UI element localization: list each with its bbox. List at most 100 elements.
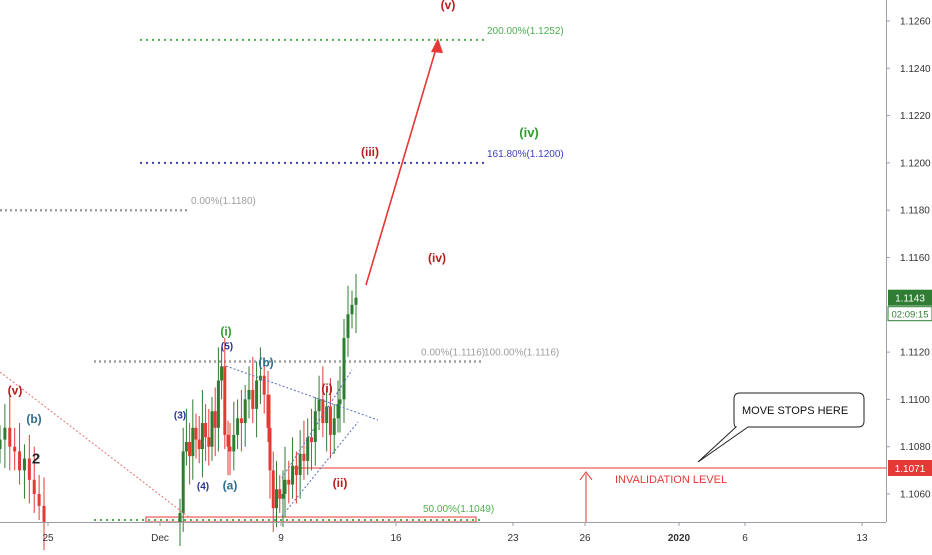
last-price-badge bbox=[888, 289, 932, 306]
level-label: 200.00%(1.1252) bbox=[487, 26, 564, 37]
level-label: 100.00%(1.1116) bbox=[484, 348, 559, 359]
y-tick-label: 1.1240 bbox=[900, 64, 931, 75]
y-tick-label: 1.1200 bbox=[900, 158, 931, 169]
overlay-layer: MOVE STOPS HERE bbox=[0, 38, 865, 522]
candle-body bbox=[266, 394, 270, 428]
candle-body bbox=[236, 418, 240, 435]
candle-body bbox=[328, 406, 332, 435]
wave-label: (iv) bbox=[428, 251, 446, 265]
candle-body bbox=[338, 399, 342, 405]
candle-body bbox=[294, 465, 298, 476]
candle-body bbox=[302, 453, 306, 461]
level-layer: 200.00%(1.1252) 161.80%(1.1200) 0.00%(1.11… bbox=[0, 26, 886, 523]
candle-body bbox=[350, 304, 354, 315]
wave-label: (b) bbox=[258, 355, 273, 369]
candle-body bbox=[354, 297, 358, 305]
candle-body bbox=[306, 437, 310, 461]
candle-body bbox=[32, 479, 36, 494]
candle-body bbox=[287, 479, 291, 485]
channel-upper-line bbox=[281, 369, 353, 479]
candle-body bbox=[336, 404, 340, 419]
candle-body bbox=[251, 389, 255, 409]
x-tick-label: 2020 bbox=[668, 533, 691, 544]
projection-arrow-head bbox=[431, 38, 443, 53]
wave-label: 2 bbox=[32, 450, 40, 467]
candle-body bbox=[255, 380, 259, 409]
candle-body bbox=[268, 427, 272, 471]
wave-label: (i) bbox=[220, 325, 231, 339]
wave-label: (v) bbox=[441, 0, 456, 12]
candle-body bbox=[213, 411, 217, 428]
candle-body bbox=[321, 399, 325, 424]
wave-label: (5) bbox=[221, 342, 233, 353]
candle-body bbox=[200, 423, 204, 450]
y-tick-label: 1.1100 bbox=[900, 395, 930, 406]
candle-body bbox=[204, 423, 208, 438]
candle-body bbox=[181, 451, 185, 513]
wave-label: (v) bbox=[8, 384, 23, 398]
y-tick-label: 1.1220 bbox=[900, 111, 931, 122]
label-layer: (iii)(v)(iv)(iii)(iv)(i)(5)(b)(v)(b)(i)(… bbox=[8, 0, 539, 492]
candle-body bbox=[275, 489, 278, 509]
candle-body bbox=[291, 465, 295, 485]
candle-body bbox=[346, 314, 350, 338]
wave-label: (4) bbox=[197, 481, 209, 492]
level-label: INVALIDATION LEVEL bbox=[615, 474, 727, 486]
invalidation-price-badge bbox=[888, 459, 932, 476]
downtrend-line bbox=[0, 371, 191, 519]
candle-body bbox=[298, 453, 302, 476]
candle-body bbox=[223, 366, 227, 435]
y-tick-label: 1.1060 bbox=[900, 490, 931, 501]
candle-body bbox=[228, 446, 232, 452]
projection-arrow-line bbox=[365, 41, 439, 286]
level-label: 161.80%(1.1200) bbox=[487, 149, 564, 160]
candle-body bbox=[197, 439, 201, 450]
candle-body bbox=[262, 375, 266, 395]
y-tick-label: 1.1260 bbox=[900, 17, 931, 28]
level-label: 0.00%(1.1116) bbox=[421, 348, 485, 359]
candle-body bbox=[22, 458, 26, 471]
y-tick-label: 1.1080 bbox=[900, 442, 931, 453]
candle-body bbox=[226, 434, 230, 447]
wave-label: (a) bbox=[223, 478, 238, 492]
candle-body bbox=[191, 427, 195, 457]
candle-body bbox=[210, 411, 214, 447]
candle-body bbox=[247, 389, 251, 400]
candle-body bbox=[194, 427, 198, 440]
candle-body bbox=[178, 512, 182, 523]
countdown-badge bbox=[887, 306, 932, 322]
y-tick-label: 1.1180 bbox=[900, 206, 930, 217]
candle-body bbox=[243, 399, 247, 424]
candle-body bbox=[271, 470, 275, 509]
candle-body bbox=[232, 434, 236, 452]
price-axis-panel bbox=[886, 0, 932, 550]
y-tick-label: 1.1120 bbox=[900, 348, 930, 359]
x-tick-label: 25 bbox=[42, 533, 54, 544]
countdown-value: 02:09:15 bbox=[892, 310, 929, 321]
wave-label: (ii) bbox=[333, 476, 348, 490]
candle-body bbox=[37, 494, 41, 506]
y-tick-label: 1.1160 bbox=[900, 253, 930, 264]
candle-layer bbox=[0, 274, 358, 551]
wave-label: (b) bbox=[26, 412, 41, 426]
x-tick-label: 23 bbox=[507, 533, 519, 544]
candle-body bbox=[207, 437, 211, 447]
x-tick-label: 9 bbox=[278, 533, 284, 544]
candle-body bbox=[342, 337, 346, 400]
candle-body bbox=[283, 479, 287, 494]
wave-label: (3) bbox=[174, 410, 186, 421]
triangle-upper-line bbox=[225, 365, 379, 421]
candle-body bbox=[325, 406, 329, 424]
candle-body bbox=[332, 418, 336, 435]
wave-label: (i) bbox=[321, 381, 332, 395]
candle-body bbox=[278, 489, 282, 499]
candle-body bbox=[216, 380, 220, 428]
candle-body bbox=[42, 505, 46, 523]
x-tick-label: 13 bbox=[856, 533, 868, 544]
candle-body bbox=[310, 437, 313, 442]
x-tick-label: 16 bbox=[390, 533, 402, 544]
candle-body bbox=[239, 418, 243, 424]
candle-body bbox=[220, 366, 224, 381]
